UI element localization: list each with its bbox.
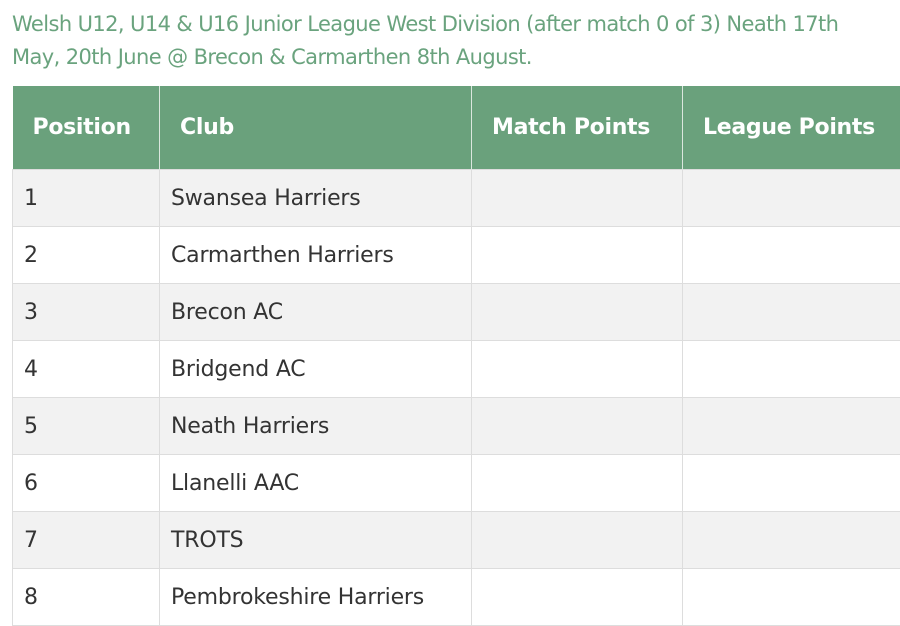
club-cell: Carmarthen Harriers bbox=[160, 227, 472, 284]
league-points-cell bbox=[683, 170, 900, 227]
match-points-cell bbox=[472, 455, 683, 512]
header-match-points: Match Points bbox=[472, 86, 683, 170]
match-points-cell bbox=[472, 398, 683, 455]
match-points-cell bbox=[472, 227, 683, 284]
match-points-cell bbox=[472, 341, 683, 398]
league-points-cell bbox=[683, 569, 900, 626]
club-cell: Swansea Harriers bbox=[160, 170, 472, 227]
league-points-cell bbox=[683, 512, 900, 569]
position-cell: 8 bbox=[13, 569, 160, 626]
position-cell: 7 bbox=[13, 512, 160, 569]
position-cell: 2 bbox=[13, 227, 160, 284]
league-points-cell bbox=[683, 341, 900, 398]
club-cell: Brecon AC bbox=[160, 284, 472, 341]
league-points-cell bbox=[683, 284, 900, 341]
club-cell: Llanelli AAC bbox=[160, 455, 472, 512]
club-cell: TROTS bbox=[160, 512, 472, 569]
match-points-cell bbox=[472, 170, 683, 227]
position-cell: 3 bbox=[13, 284, 160, 341]
league-points-cell bbox=[683, 227, 900, 284]
league-table: Position Club Match Points League Points… bbox=[12, 86, 900, 626]
position-cell: 4 bbox=[13, 341, 160, 398]
header-league-points: League Points bbox=[683, 86, 900, 170]
match-points-cell bbox=[472, 284, 683, 341]
header-club: Club bbox=[160, 86, 472, 170]
league-points-cell bbox=[683, 455, 900, 512]
page-title: Welsh U12, U14 & U16 Junior League West … bbox=[12, 8, 892, 74]
header-row: Position Club Match Points League Points bbox=[13, 86, 900, 170]
club-cell: Neath Harriers bbox=[160, 398, 472, 455]
position-cell: 1 bbox=[13, 170, 160, 227]
position-cell: 5 bbox=[13, 398, 160, 455]
club-cell: Bridgend AC bbox=[160, 341, 472, 398]
position-cell: 6 bbox=[13, 455, 160, 512]
header-position: Position bbox=[13, 86, 160, 170]
match-points-cell bbox=[472, 512, 683, 569]
club-cell: Pembrokeshire Harriers bbox=[160, 569, 472, 626]
league-points-cell bbox=[683, 398, 900, 455]
match-points-cell bbox=[472, 569, 683, 626]
